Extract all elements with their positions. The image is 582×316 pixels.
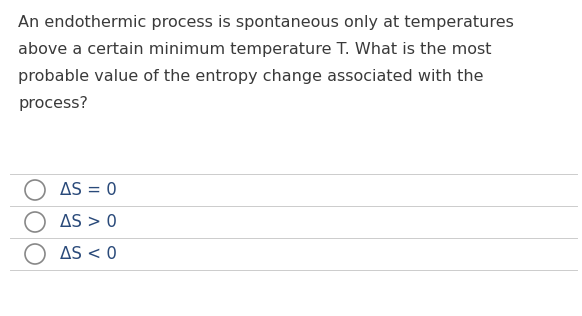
- Text: ΔS > 0: ΔS > 0: [60, 213, 117, 231]
- Text: ΔS = 0: ΔS = 0: [60, 181, 117, 199]
- Text: above a certain minimum temperature T. What is the most: above a certain minimum temperature T. W…: [18, 42, 492, 57]
- Text: process?: process?: [18, 96, 88, 111]
- Text: An endothermic process is spontaneous only at temperatures: An endothermic process is spontaneous on…: [18, 15, 514, 30]
- Text: ΔS < 0: ΔS < 0: [60, 245, 117, 263]
- Text: probable value of the entropy change associated with the: probable value of the entropy change ass…: [18, 69, 484, 84]
